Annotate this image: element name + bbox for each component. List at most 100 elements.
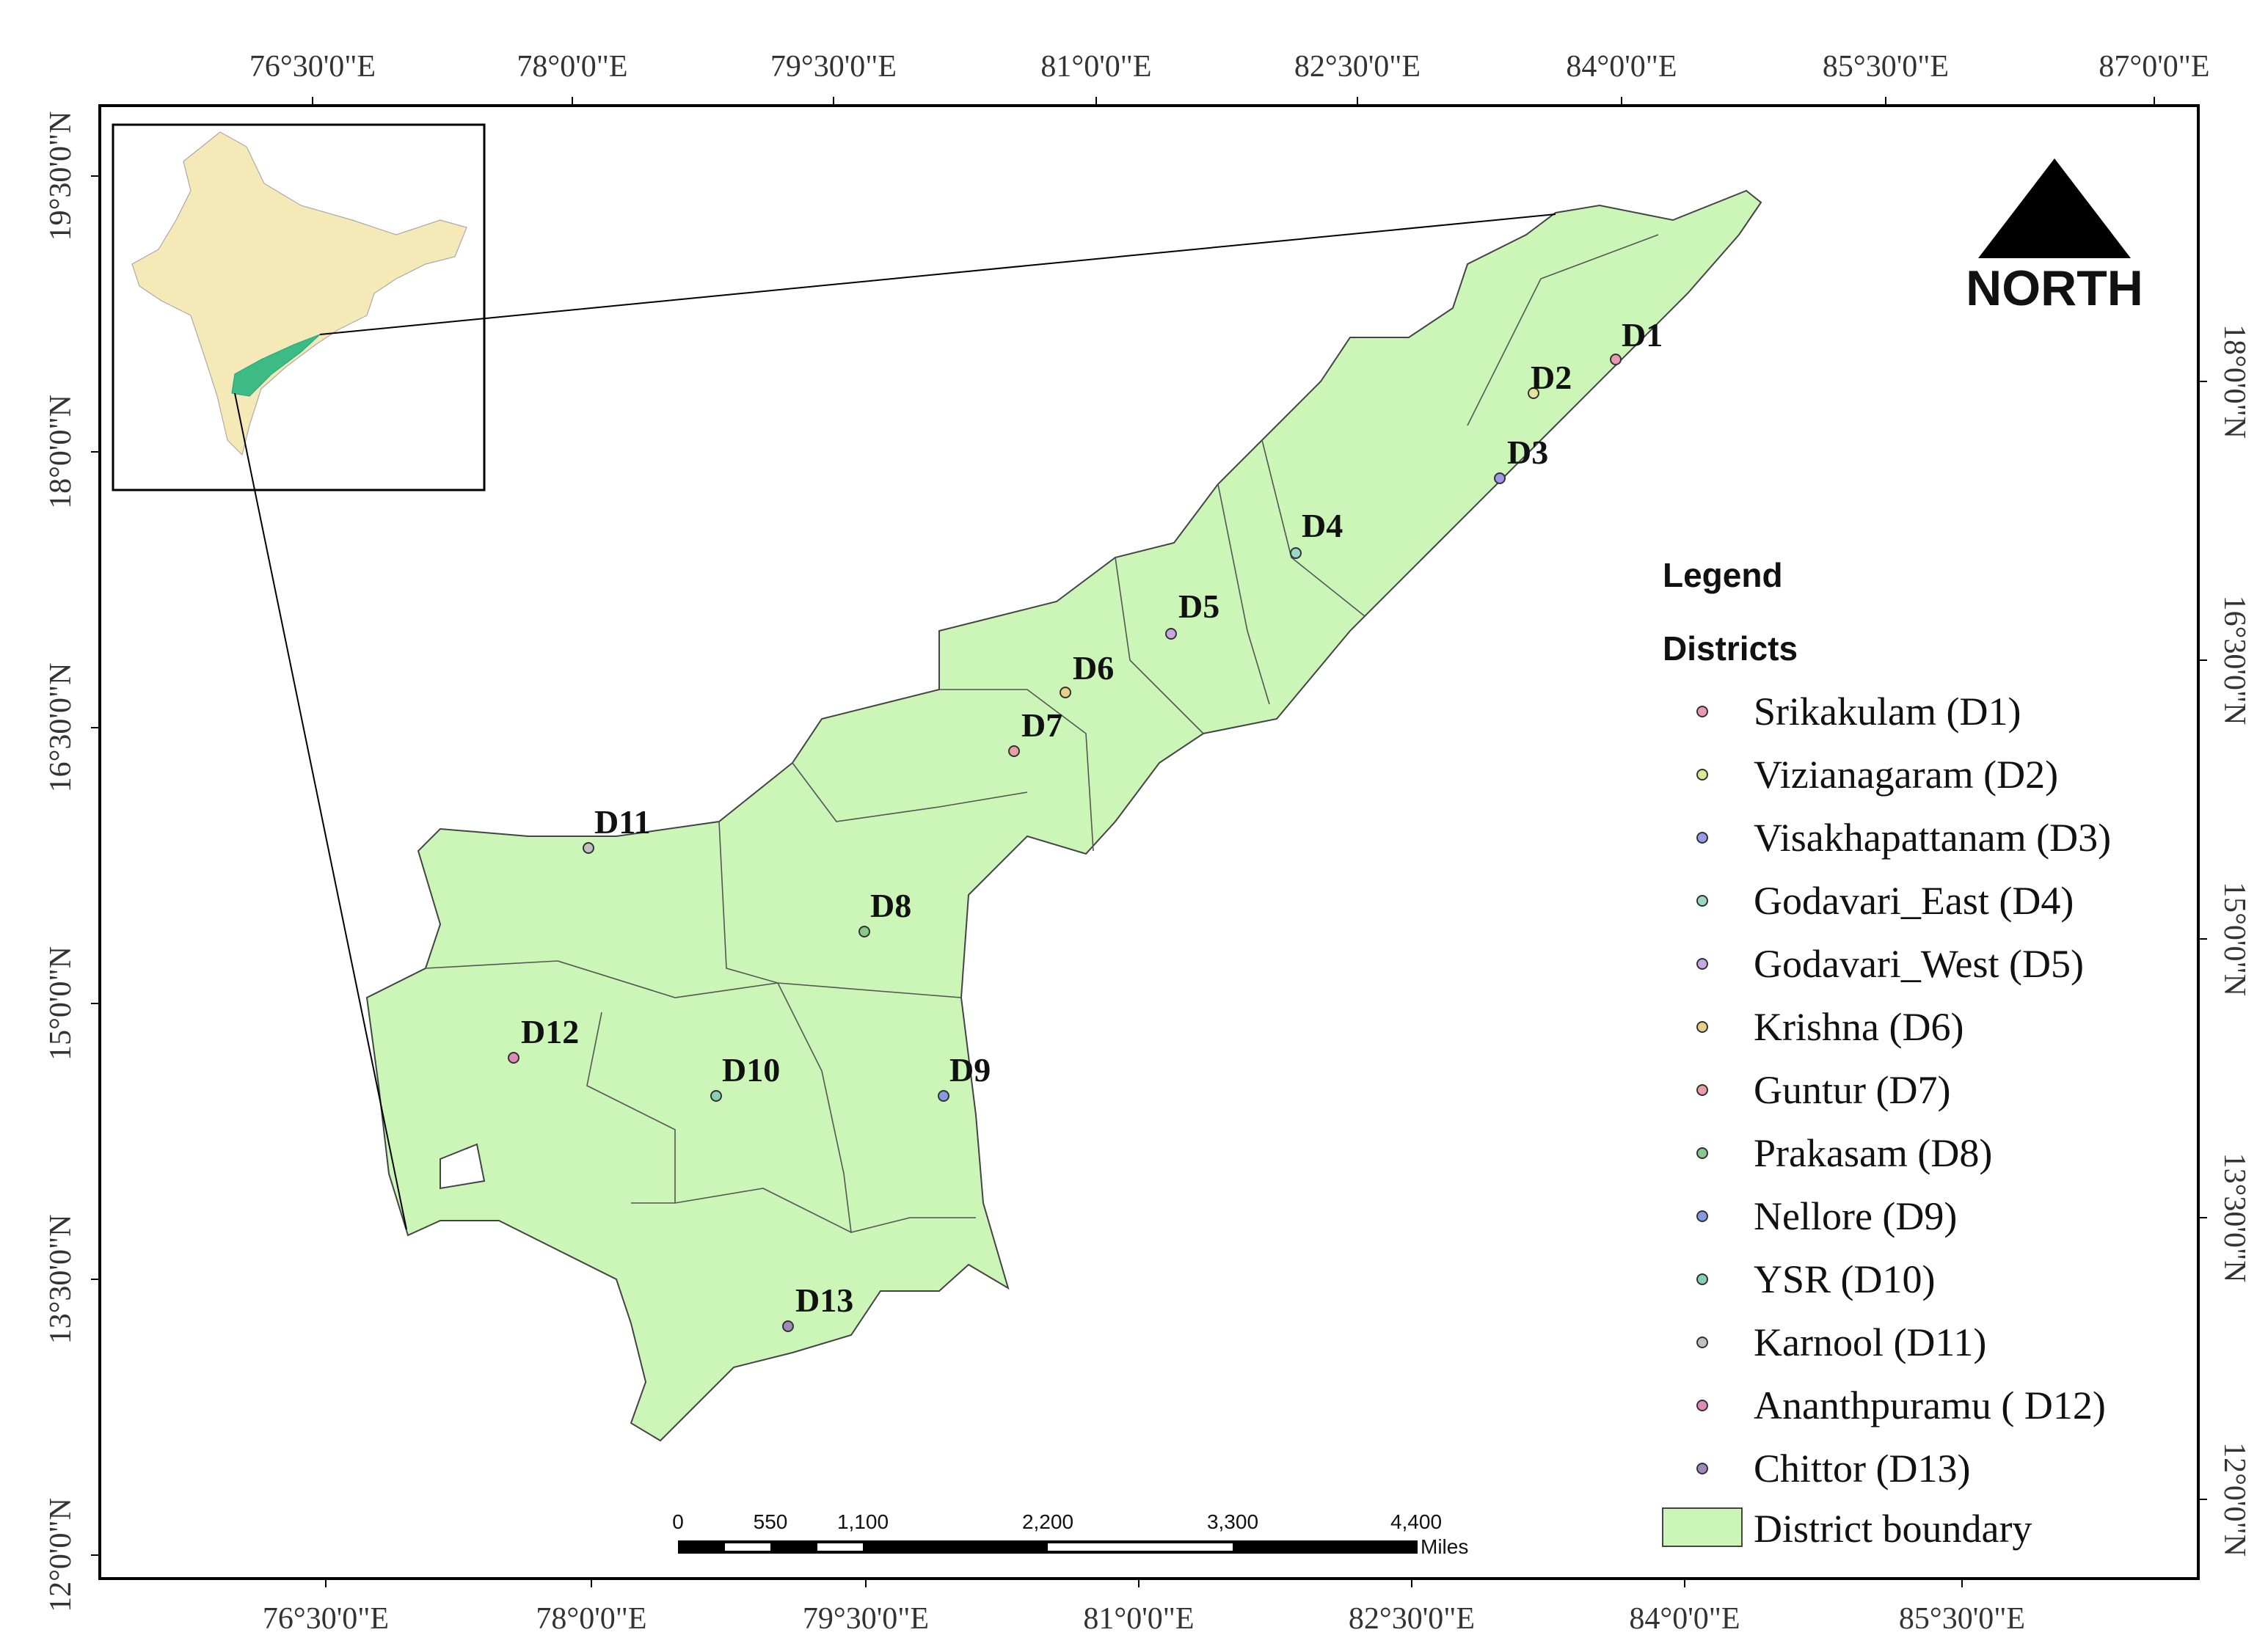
legend-marker <box>1696 1147 1708 1159</box>
scale-label: 3,300 <box>1207 1510 1258 1533</box>
legend-entry: District boundary <box>1754 1507 2032 1551</box>
district-point <box>508 1052 519 1064</box>
inset-leader <box>234 392 407 1230</box>
legend-entry: Prakasam (D8) <box>1754 1131 1992 1175</box>
top-axis-label: 85°30'0"E <box>1823 50 1949 84</box>
scale-label: 1,100 <box>837 1510 889 1533</box>
top-axis-label: 79°30'0"E <box>770 50 897 84</box>
north-label: NORTH <box>1966 260 2143 316</box>
district-point <box>710 1090 722 1102</box>
district-point <box>1060 687 1071 698</box>
district-label: D12 <box>521 1013 579 1050</box>
legend-marker <box>1696 1337 1708 1348</box>
lake <box>440 1143 486 1190</box>
district-point <box>1494 472 1506 484</box>
district-point <box>1165 628 1177 640</box>
top-axis-label: 81°0'0"E <box>1040 50 1151 84</box>
top-axis-label: 82°30'0"E <box>1294 50 1421 84</box>
district-label: D11 <box>594 803 651 841</box>
legend-marker <box>1696 1210 1708 1222</box>
scale-unit: Miles <box>1421 1535 1468 1558</box>
legend-marker <box>1696 958 1708 970</box>
district-point <box>1610 354 1622 365</box>
right-axis-label: 12°0'0"N <box>2217 1442 2251 1557</box>
district-point <box>938 1090 949 1102</box>
legend-entry: YSR (D10) <box>1754 1257 1936 1301</box>
district-point <box>1008 745 1020 757</box>
legend-entry: Chittor (D13) <box>1754 1447 1970 1491</box>
left-axis-label: 12°0'0"N <box>44 1498 78 1612</box>
legend-entry: Srikakulam (D1) <box>1754 690 2021 734</box>
legend-marker <box>1696 706 1708 717</box>
bottom-axis-label: 79°30'0"E <box>803 1602 929 1636</box>
district-label: D5 <box>1178 588 1219 625</box>
district-label: D1 <box>1622 316 1663 354</box>
district-point <box>1528 387 1539 399</box>
state-outline <box>365 189 1762 1442</box>
district-point <box>583 842 594 854</box>
left-axis-label: 19°30'0"N <box>44 111 78 241</box>
legend-marker <box>1696 1400 1708 1411</box>
district-label: D2 <box>1531 359 1572 396</box>
legend-marker <box>1696 1463 1708 1474</box>
bottom-axis-label: 82°30'0"E <box>1349 1602 1475 1636</box>
legend-entry: Vizianagaram (D2) <box>1754 753 2058 797</box>
district-label: D4 <box>1302 507 1343 544</box>
scale-label: 0 <box>672 1510 684 1533</box>
left-axis-label: 13°30'0"N <box>44 1215 78 1345</box>
inset-india <box>131 131 467 456</box>
district-boundaries <box>425 234 1659 1233</box>
scale-label: 2,200 <box>1022 1510 1073 1533</box>
top-axis-label: 87°0'0"E <box>2099 50 2209 84</box>
top-axis-label: 84°0'0"E <box>1566 50 1677 84</box>
right-axis-label: 16°30'0"N <box>2217 596 2251 725</box>
inset-leader <box>319 213 1556 335</box>
bottom-axis-label: 78°0'0"E <box>536 1602 646 1636</box>
bottom-axis-label: 85°30'0"E <box>1899 1602 2025 1636</box>
district-label: D10 <box>722 1051 780 1089</box>
district-label: D8 <box>870 887 911 924</box>
district-point <box>1290 547 1302 559</box>
bottom-axis-label: 76°30'0"E <box>263 1602 389 1636</box>
map-frame <box>98 104 2200 1580</box>
district-label: D13 <box>795 1281 853 1319</box>
legend-entry: Guntur (D7) <box>1754 1068 1950 1112</box>
left-axis-label: 15°0'0"N <box>44 946 78 1061</box>
legend-marker <box>1696 769 1708 780</box>
district-point <box>858 926 870 937</box>
legend-entry: Ananthpuramu ( D12) <box>1754 1383 2106 1427</box>
bottom-axis-label: 81°0'0"E <box>1083 1602 1194 1636</box>
district-label: D9 <box>949 1051 991 1089</box>
scale-label: 550 <box>754 1510 788 1533</box>
legend-marker <box>1696 1084 1708 1096</box>
bottom-axis-label: 84°0'0"E <box>1629 1602 1740 1636</box>
inset-state <box>231 334 321 397</box>
right-axis-label: 15°0'0"N <box>2217 882 2251 996</box>
legend-swatch <box>1662 1507 1743 1547</box>
legend-entry: Godavari_East (D4) <box>1754 879 2074 923</box>
right-axis-label: 18°0'0"N <box>2217 324 2251 439</box>
legend-entry: Godavari_West (D5) <box>1754 942 2084 986</box>
district-label: D7 <box>1021 706 1062 744</box>
district-point <box>782 1320 794 1332</box>
scale-label: 4,400 <box>1390 1510 1442 1533</box>
district-label: D3 <box>1507 434 1548 471</box>
left-axis-label: 16°30'0"N <box>44 663 78 793</box>
legend-subtitle: Districts <box>1663 629 1798 668</box>
legend-entry: Karnool (D11) <box>1754 1320 1986 1364</box>
district-label: D6 <box>1073 649 1114 687</box>
legend-marker <box>1696 895 1708 907</box>
legend-marker <box>1696 832 1708 844</box>
scale-bar <box>678 1540 1418 1554</box>
left-axis-label: 18°0'0"N <box>44 395 78 509</box>
legend-marker <box>1696 1273 1708 1285</box>
legend-marker <box>1696 1021 1708 1033</box>
top-axis-label: 78°0'0"E <box>517 50 627 84</box>
right-axis-label: 13°30'0"N <box>2217 1153 2251 1283</box>
legend-title: Legend <box>1663 556 1783 594</box>
legend-entry: Krishna (D6) <box>1754 1005 1963 1049</box>
top-axis-label: 76°30'0"E <box>249 50 376 84</box>
north-arrow <box>1978 158 2131 258</box>
